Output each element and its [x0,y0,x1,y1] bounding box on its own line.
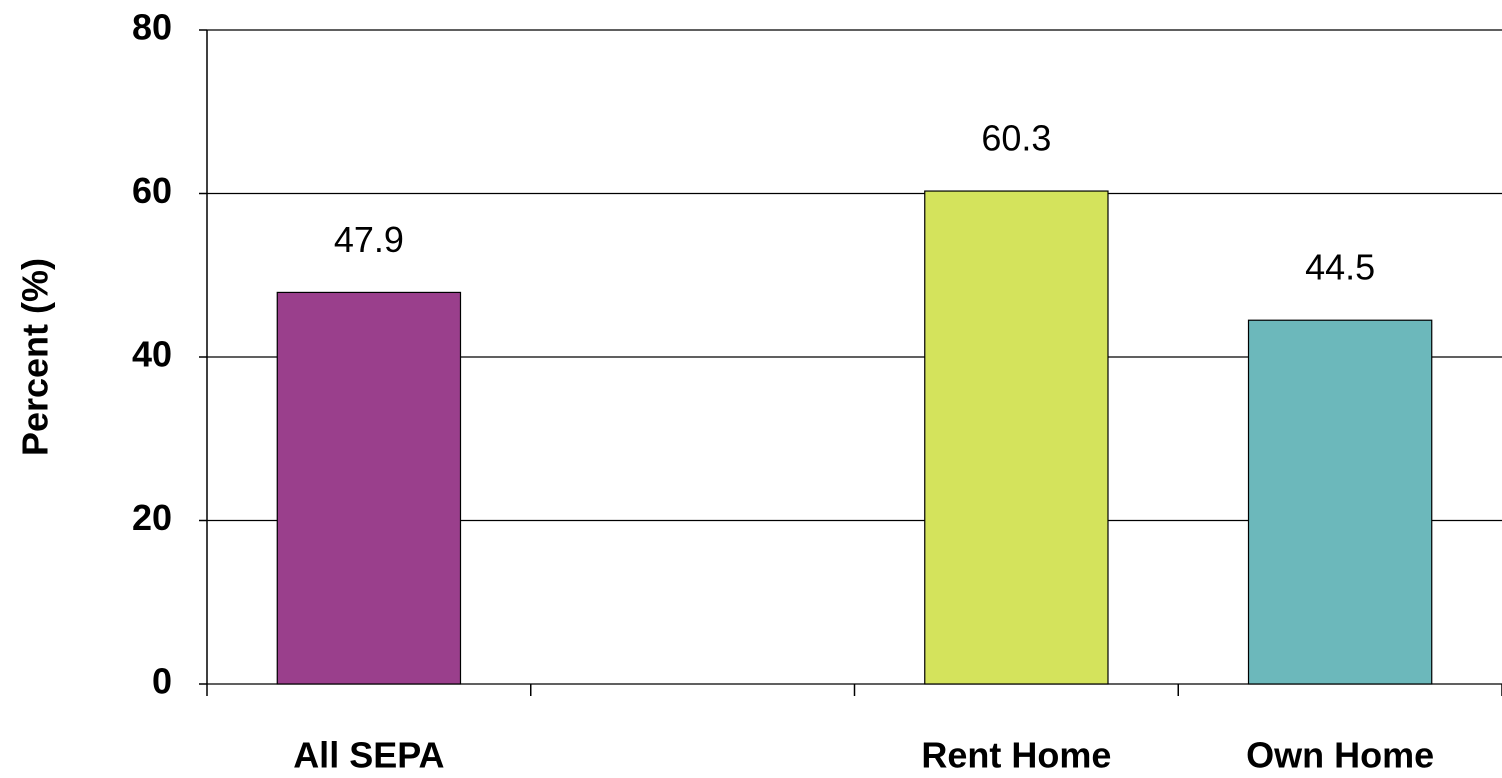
y-tick-label: 0 [152,661,172,702]
y-tick-label: 20 [132,497,172,538]
y-tick-label: 40 [132,334,172,375]
data-label: 60.3 [981,118,1051,159]
x-tick-label: Own Home [1246,735,1434,776]
y-axis-label: Percent (%) [15,258,56,456]
y-tick-label: 80 [132,7,172,48]
bar [1247,319,1433,685]
x-tick-label: All SEPA [293,735,444,776]
data-label: 44.5 [1305,247,1375,288]
x-tick-label: Rent Home [921,735,1111,776]
y-tick-label: 60 [132,170,172,211]
data-label: 47.9 [334,219,404,260]
bar [924,190,1109,685]
bar [276,291,462,685]
